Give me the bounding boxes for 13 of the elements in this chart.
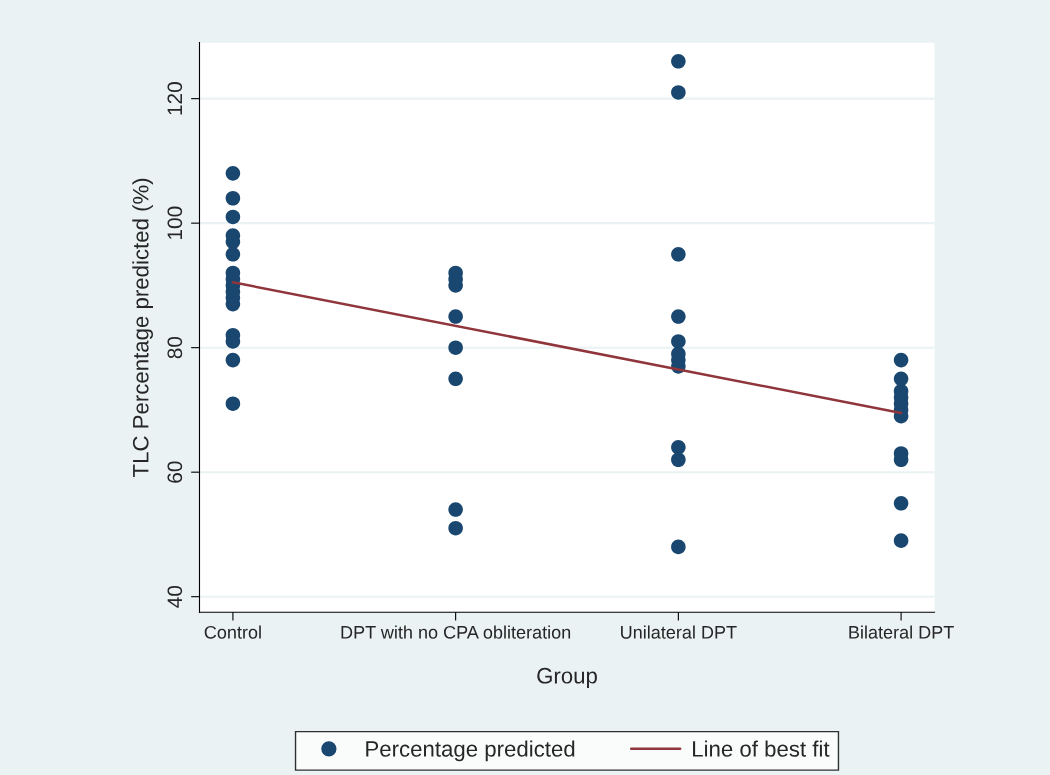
y-tick-label: 80 (167, 336, 183, 359)
x-tick-label: Unilateral DPT (621, 625, 737, 639)
legend-label: Percentage predicted (366, 740, 575, 762)
legend-label: Line of best fit (693, 740, 830, 757)
y-tick-label: 40 (167, 585, 183, 608)
y-tick-label: 60 (167, 461, 183, 483)
x-tick-label: DPT with no CPA obliteration (341, 625, 571, 639)
x-tick-label: Bilateral DPT (849, 625, 954, 639)
y-tick-label: 120 (167, 82, 183, 115)
y-axis-title: TLC Percentage predicted (%) (132, 178, 153, 477)
x-axis-title: Group (537, 667, 597, 688)
y-tick-label: 100 (167, 206, 183, 239)
x-tick-label: Control (204, 625, 261, 639)
